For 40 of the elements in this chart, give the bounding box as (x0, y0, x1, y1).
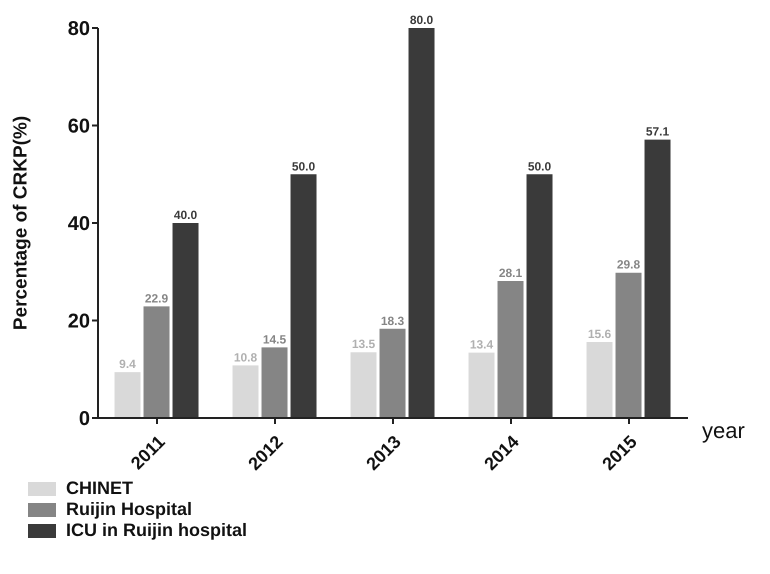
y-tick-label: 60 (68, 116, 90, 138)
data-label: 80.0 (410, 13, 434, 27)
y-tick-label: 40 (68, 213, 90, 236)
y-tick-label: 80 (68, 18, 90, 40)
bar (290, 174, 317, 418)
x-axis-title: year (702, 418, 745, 443)
bar (114, 372, 141, 418)
y-axis-title: Percentage of CRKP(%) (10, 116, 32, 330)
data-label: 13.4 (470, 338, 494, 352)
data-label: 13.5 (352, 337, 376, 352)
bar (586, 342, 613, 418)
data-label: 15.6 (588, 326, 612, 341)
data-label: 9.4 (119, 357, 136, 372)
bar (350, 352, 377, 418)
legend-label: ICU in Ruijin hospital (66, 520, 247, 541)
legend-label: CHINET (66, 478, 133, 499)
bar (262, 347, 288, 418)
data-label: 10.8 (234, 350, 258, 364)
legend-label: Ruijin Hospital (66, 499, 192, 520)
data-label: 40.0 (174, 208, 198, 222)
bar (408, 28, 435, 418)
bar (468, 352, 495, 418)
bar (616, 272, 642, 418)
data-label: 50.0 (528, 159, 552, 174)
bar (644, 140, 671, 418)
bar (144, 306, 170, 418)
bar (172, 223, 199, 418)
bar (498, 281, 524, 418)
y-tick-label: 20 (68, 310, 90, 333)
bar (232, 365, 259, 418)
y-tick-label: 0 (78, 408, 90, 430)
bar (526, 174, 553, 418)
data-label: 50.0 (292, 159, 316, 174)
bar (380, 328, 406, 418)
data-label: 28.1 (498, 266, 523, 280)
data-label: 22.9 (144, 291, 169, 306)
data-label: 57.1 (646, 124, 670, 139)
data-label: 29.8 (616, 258, 641, 272)
data-label: 14.5 (262, 332, 287, 346)
data-label: 18.3 (380, 314, 405, 328)
